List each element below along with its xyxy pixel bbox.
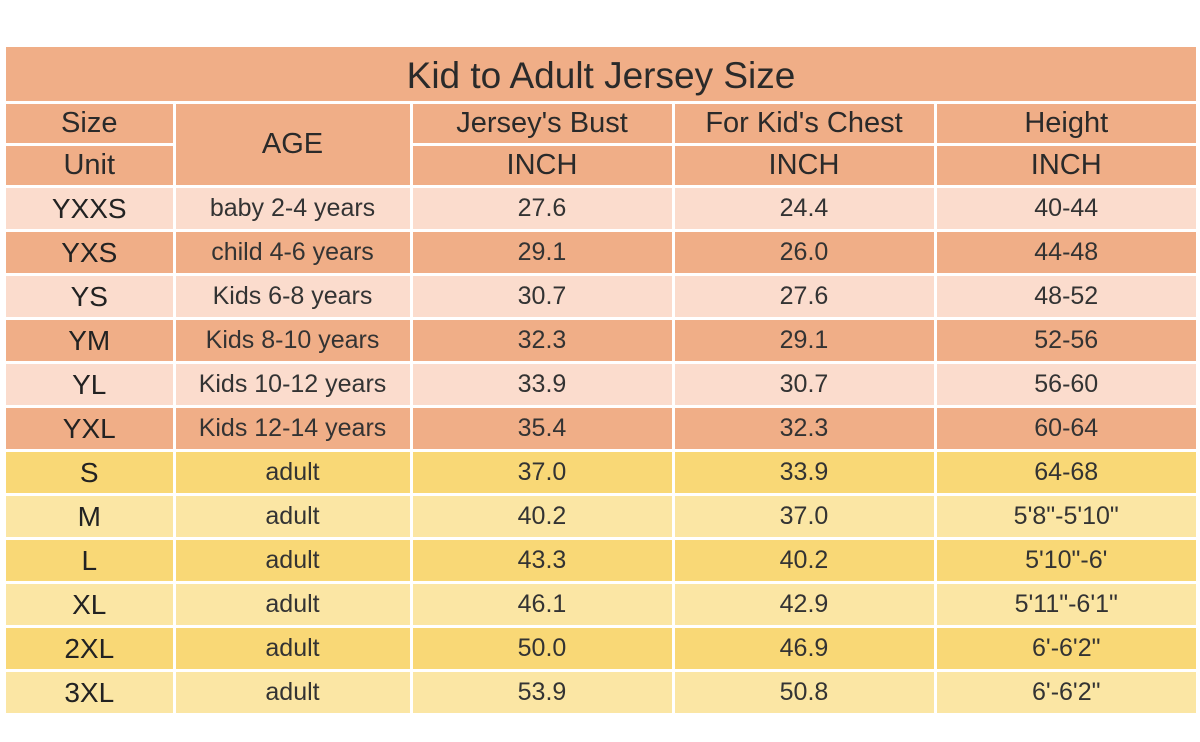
height-cell: 40-44 (935, 186, 1196, 232)
chest-unit: INCH (673, 144, 937, 188)
chest-cell: 42.9 (673, 582, 937, 628)
size-cell: YXS (6, 230, 176, 276)
age-cell: child 4-6 years (174, 230, 413, 276)
bust-cell: 40.2 (411, 494, 675, 540)
bust-cell: 53.9 (411, 670, 675, 716)
bust-cell: 29.1 (411, 230, 675, 276)
bust-cell: 50.0 (411, 626, 675, 672)
table-row: YM Kids 8-10 years 32.3 29.1 52-56 (6, 318, 1196, 364)
chest-cell: 32.3 (673, 406, 937, 452)
table-row: YXL Kids 12-14 years 35.4 32.3 60-64 (6, 406, 1196, 452)
height-cell: 56-60 (935, 362, 1196, 408)
age-cell: baby 2-4 years (174, 186, 413, 232)
chest-cell: 24.4 (673, 186, 937, 232)
height-unit: INCH (935, 144, 1196, 188)
table-row: YXS child 4-6 years 29.1 26.0 44-48 (6, 230, 1196, 276)
age-cell: Kids 12-14 years (174, 406, 413, 452)
age-cell: adult (174, 626, 413, 672)
height-cell: 6'-6'2" (935, 670, 1196, 716)
size-cell: YXL (6, 406, 176, 452)
age-cell: adult (174, 538, 413, 584)
header-row-1: Size AGE Jersey's Bust For Kid's Chest H… (6, 104, 1196, 188)
height-cell: 52-56 (935, 318, 1196, 364)
chest-cell: 27.6 (673, 274, 937, 320)
chart-title: Kid to Adult Jersey Size (6, 47, 1196, 104)
size-cell: YL (6, 362, 176, 408)
chest-cell: 30.7 (673, 362, 937, 408)
size-cell: YM (6, 318, 176, 364)
bust-header: Jersey's Bust (411, 104, 675, 146)
chest-header: For Kid's Chest (673, 104, 937, 146)
chest-cell: 50.8 (673, 670, 937, 716)
bust-cell: 37.0 (411, 450, 675, 496)
table-row: YXXS baby 2-4 years 27.6 24.4 40-44 (6, 186, 1196, 232)
age-cell: Kids 10-12 years (174, 362, 413, 408)
table-row: XL adult 46.1 42.9 5'11"-6'1" (6, 582, 1196, 628)
size-cell: YXXS (6, 186, 176, 232)
chest-cell: 37.0 (673, 494, 937, 540)
bust-cell: 43.3 (411, 538, 675, 584)
age-header: AGE (174, 104, 413, 188)
age-cell: adult (174, 670, 413, 716)
size-table: Size AGE Jersey's Bust For Kid's Chest H… (6, 104, 1196, 716)
height-cell: 64-68 (935, 450, 1196, 496)
chest-cell: 46.9 (673, 626, 937, 672)
size-cell: M (6, 494, 176, 540)
size-header: Size (6, 104, 176, 146)
size-cell: L (6, 538, 176, 584)
height-cell: 44-48 (935, 230, 1196, 276)
size-cell: S (6, 450, 176, 496)
chest-cell: 33.9 (673, 450, 937, 496)
size-cell: 3XL (6, 670, 176, 716)
age-cell: adult (174, 494, 413, 540)
height-cell: 60-64 (935, 406, 1196, 452)
size-chart: Kid to Adult Jersey Size Size AGE Jersey… (6, 47, 1196, 716)
height-cell: 5'11"-6'1" (935, 582, 1196, 628)
height-cell: 5'10"-6' (935, 538, 1196, 584)
chest-cell: 26.0 (673, 230, 937, 276)
height-cell: 48-52 (935, 274, 1196, 320)
bust-cell: 32.3 (411, 318, 675, 364)
size-cell: 2XL (6, 626, 176, 672)
unit-header: Unit (6, 144, 176, 188)
table-row: YL Kids 10-12 years 33.9 30.7 56-60 (6, 362, 1196, 408)
table-row: YS Kids 6-8 years 30.7 27.6 48-52 (6, 274, 1196, 320)
size-cell: YS (6, 274, 176, 320)
bust-cell: 33.9 (411, 362, 675, 408)
age-cell: Kids 8-10 years (174, 318, 413, 364)
age-cell: adult (174, 582, 413, 628)
age-cell: Kids 6-8 years (174, 274, 413, 320)
bust-cell: 46.1 (411, 582, 675, 628)
age-cell: adult (174, 450, 413, 496)
chest-cell: 40.2 (673, 538, 937, 584)
bust-unit: INCH (411, 144, 675, 188)
bust-cell: 30.7 (411, 274, 675, 320)
table-row: 2XL adult 50.0 46.9 6'-6'2" (6, 626, 1196, 672)
height-cell: 5'8"-5'10" (935, 494, 1196, 540)
height-cell: 6'-6'2" (935, 626, 1196, 672)
height-header: Height (935, 104, 1196, 146)
header-row-2: Unit INCH INCH INCH (6, 144, 1196, 188)
chest-cell: 29.1 (673, 318, 937, 364)
bust-cell: 27.6 (411, 186, 675, 232)
table-row: 3XL adult 53.9 50.8 6'-6'2" (6, 670, 1196, 716)
size-cell: XL (6, 582, 176, 628)
bust-cell: 35.4 (411, 406, 675, 452)
